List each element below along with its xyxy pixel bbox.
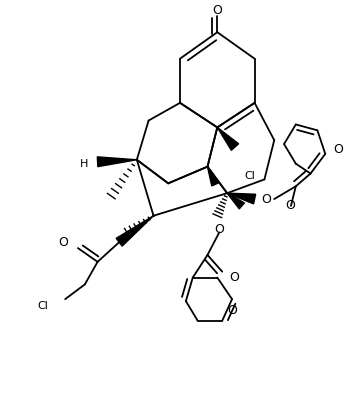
Text: O: O bbox=[227, 304, 237, 317]
Text: Cl: Cl bbox=[245, 171, 256, 182]
Polygon shape bbox=[97, 157, 137, 166]
Text: O: O bbox=[333, 144, 343, 156]
Polygon shape bbox=[207, 166, 219, 186]
Polygon shape bbox=[227, 193, 244, 209]
Polygon shape bbox=[116, 216, 154, 246]
Text: O: O bbox=[214, 223, 224, 236]
Text: O: O bbox=[262, 193, 272, 206]
Polygon shape bbox=[217, 127, 239, 150]
Text: Cl: Cl bbox=[38, 301, 49, 311]
Text: O: O bbox=[58, 236, 68, 249]
Text: H: H bbox=[79, 159, 88, 169]
Text: O: O bbox=[229, 271, 239, 284]
Text: O: O bbox=[285, 199, 295, 212]
Text: O: O bbox=[213, 4, 222, 17]
Polygon shape bbox=[227, 193, 256, 204]
